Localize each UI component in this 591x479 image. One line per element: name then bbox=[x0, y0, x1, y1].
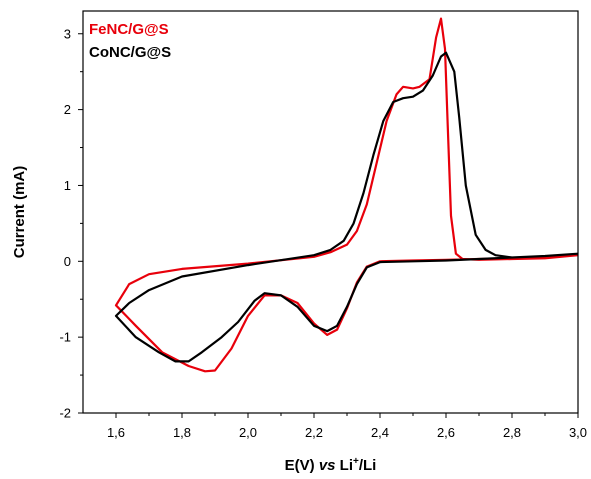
y-tick-label: 1 bbox=[64, 178, 71, 193]
y-axis-title: Current (mA) bbox=[11, 166, 28, 259]
x-axis-title-main: Li bbox=[336, 457, 354, 474]
x-tick-label: 3,0 bbox=[569, 425, 587, 440]
plot-frame bbox=[82, 10, 579, 414]
legend-label-fenc: FeNC/G@S bbox=[89, 21, 169, 38]
x-tick-label: 2,6 bbox=[437, 425, 455, 440]
series-line-0 bbox=[114, 17, 579, 373]
y-tick-label: 2 bbox=[64, 102, 71, 117]
x-axis-title-italic: vs bbox=[319, 457, 336, 474]
ticks-layer: 1,6 1,8 2,0 2,2 2,4 2,6 2,8 3,0 -2 -1 0 1 2 3 bbox=[59, 26, 587, 440]
y-tick-label: -1 bbox=[59, 330, 71, 345]
x-tick-label: 2,4 bbox=[371, 425, 389, 440]
legend: FeNC/G@S CoNC/G@S bbox=[89, 21, 171, 61]
y-tick-label: -2 bbox=[59, 406, 71, 421]
x-tick-label: 2,2 bbox=[305, 425, 323, 440]
series-line-1 bbox=[114, 51, 579, 363]
series-layer bbox=[114, 17, 579, 373]
legend-label-conc: CoNC/G@S bbox=[89, 44, 171, 61]
x-axis-title: E(V) vs Li+/Li bbox=[285, 456, 377, 474]
x-axis-title-sup: + bbox=[353, 456, 359, 467]
y-tick-label: 0 bbox=[64, 254, 71, 269]
x-tick-label: 2,0 bbox=[239, 425, 257, 440]
y-tick-label: 3 bbox=[64, 26, 71, 41]
x-tick-label: 1,6 bbox=[107, 425, 125, 440]
x-tick-label: 1,8 bbox=[173, 425, 191, 440]
x-axis-title-prefix: E(V) bbox=[285, 457, 319, 474]
x-tick-label: 2,8 bbox=[503, 425, 521, 440]
x-axis-title-suffix: /Li bbox=[359, 457, 377, 474]
